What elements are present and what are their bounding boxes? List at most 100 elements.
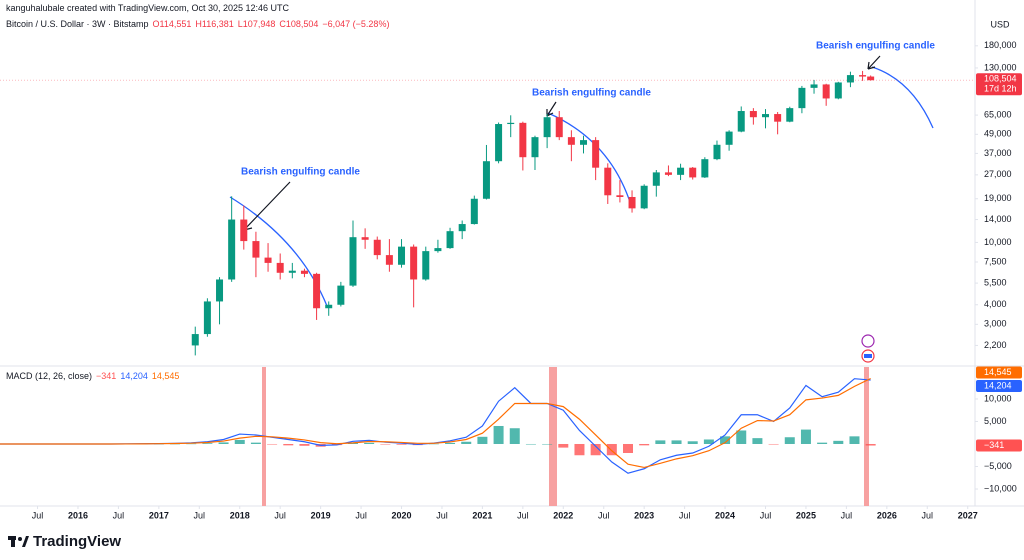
value-box-label: −341 [984, 440, 1004, 450]
candle-body [822, 84, 830, 99]
y-tick-label: 3,000 [984, 319, 1007, 329]
y-tick-label: 5,000 [984, 416, 1007, 426]
histogram-bar [250, 442, 261, 444]
macd-title: MACD (12, 26, close) [6, 371, 93, 381]
y-tick-label: 10,000 [984, 237, 1012, 247]
candle-body [398, 246, 406, 265]
histogram-bar [622, 443, 633, 453]
trend-curve [871, 66, 934, 129]
y-tick-label: 49,000 [984, 129, 1012, 139]
value-box [976, 380, 1022, 393]
histogram-bar [671, 440, 682, 444]
x-tick-label: 2019 [311, 510, 331, 520]
candle-body [701, 159, 709, 178]
candle-body [385, 255, 393, 265]
event-icon[interactable] [861, 334, 875, 348]
histogram-bar [833, 440, 844, 444]
histogram-bar [509, 428, 520, 444]
histogram-bar [606, 443, 617, 456]
candle-body [664, 172, 672, 175]
annotation-arrows [243, 55, 881, 231]
histogram-bar [817, 442, 828, 444]
histogram-bar [525, 443, 536, 445]
histogram-bar [687, 441, 698, 444]
annotation: Bearish engulfing candle [532, 88, 651, 99]
candle-body [640, 185, 648, 209]
x-tick-label: 2017 [149, 510, 169, 520]
x-tick-label: Jul [760, 510, 772, 520]
candle-body [228, 219, 236, 280]
y-tick-label: 180,000 [984, 40, 1017, 50]
histogram-bar [590, 443, 601, 456]
x-tick-label: 2022 [553, 510, 573, 520]
candle-body [410, 246, 418, 280]
histogram-bar [542, 443, 553, 445]
histogram-bar [800, 429, 811, 444]
candle-body [361, 237, 369, 240]
candle-body [531, 137, 539, 158]
candle-body [798, 87, 806, 109]
candle-body [373, 239, 381, 256]
candle-body [495, 124, 503, 162]
histogram-bar [299, 443, 310, 446]
histogram-bar [849, 436, 860, 444]
histogram-bar [784, 437, 795, 444]
histogram-bar [574, 443, 585, 456]
y-tick-label: 5,500 [984, 277, 1007, 287]
histogram-bar [720, 436, 731, 444]
legend-value: 14,204 [120, 371, 148, 381]
histogram-bar [445, 442, 456, 444]
ohlc-value: O114,551 [152, 19, 192, 29]
arrow [867, 55, 881, 70]
candle-body [859, 75, 867, 77]
histogram-bar [364, 442, 375, 444]
x-tick-label: 2020 [392, 510, 412, 520]
x-tick-label: Jul [194, 510, 206, 520]
x-tick-label: 2025 [796, 510, 816, 520]
logo-part [11, 536, 15, 547]
x-tick-label: 2021 [472, 510, 492, 520]
histogram-bar [186, 443, 197, 445]
ohlc-value: H116,381 [195, 19, 234, 29]
candle-body [482, 161, 490, 199]
histogram-bar [865, 443, 876, 446]
histogram-bar [639, 443, 650, 446]
candle-body [616, 195, 624, 197]
macd-legend: MACD (12, 26, close) −341 14,204 14,545 [6, 371, 183, 381]
x-tick-label: 2027 [958, 510, 978, 520]
candle-body [580, 140, 588, 145]
candle-body [867, 76, 875, 81]
candle-body [422, 251, 430, 280]
histogram-bar [477, 436, 488, 444]
x-tick-label: Jul [679, 510, 691, 520]
y-tick-label: 130,000 [984, 62, 1017, 72]
candle-body [543, 117, 551, 138]
candle-body [203, 301, 211, 335]
candle-body [300, 270, 308, 274]
candle-body [713, 144, 721, 160]
brand: TradingView [33, 533, 121, 550]
candle-body [325, 304, 333, 309]
y-tick-label: 7,500 [984, 256, 1007, 266]
histogram-bar [493, 425, 504, 444]
x-tick-label: 2018 [230, 510, 250, 520]
candle-body [252, 241, 260, 258]
annotation: Bearish engulfing candle [816, 41, 935, 52]
logo-part [22, 536, 29, 547]
x-tick-label: Jul [113, 510, 125, 520]
histogram-bar [380, 443, 391, 445]
candle-body [689, 167, 697, 178]
candle-body [737, 111, 745, 132]
histogram-bar [768, 443, 779, 445]
y-tick-label: 2,200 [984, 340, 1007, 350]
x-tick-label: Jul [598, 510, 610, 520]
y-tick-label: 65,000 [984, 109, 1012, 119]
histogram-bar [202, 443, 213, 444]
candle-body [288, 270, 296, 273]
histogram-bar [703, 439, 714, 444]
candle-body [446, 231, 454, 249]
event-flag [864, 354, 872, 358]
y-tick-label: 37,000 [984, 148, 1012, 158]
value-box-label: 14,545 [984, 367, 1012, 377]
